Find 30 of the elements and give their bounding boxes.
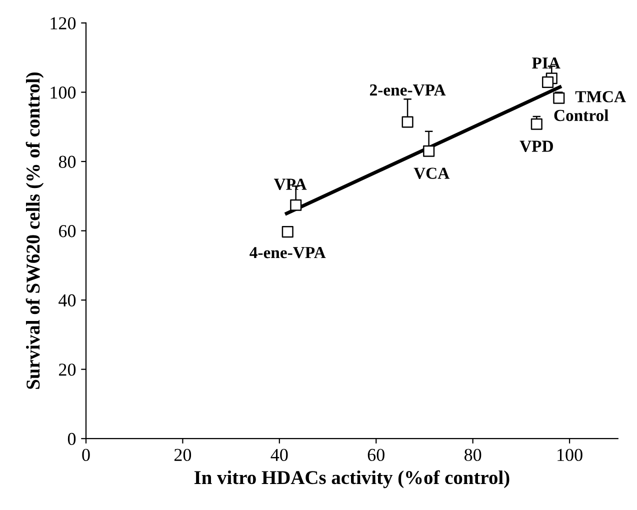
y-tick-label: 100 <box>50 86 76 99</box>
y-tick-label: 120 <box>50 17 76 30</box>
annotation: 2-ene-VPA <box>370 84 446 96</box>
x-tick-label: 60 <box>368 448 384 462</box>
x-tick-label: 20 <box>174 448 192 462</box>
point <box>423 145 435 157</box>
x-tick-label: 80 <box>464 448 482 462</box>
point <box>282 226 294 238</box>
x-tick-label: 100 <box>558 448 582 462</box>
annotation: VPD <box>520 140 553 152</box>
x-tick-label: 40 <box>270 448 288 462</box>
y-tick-label: 20 <box>59 364 76 376</box>
point <box>530 118 542 130</box>
annotation: VPA <box>274 178 307 190</box>
y-tick-label: 0 <box>68 432 76 446</box>
point <box>542 76 554 88</box>
y-tick-label: 40 <box>58 294 76 306</box>
point <box>553 92 565 104</box>
y-axis-title: Survival of SW620 cells (% of control) <box>26 72 44 389</box>
x-axis-title: In vitro HDACs activity (%of control) <box>194 470 510 488</box>
annotation: PIA <box>532 57 560 68</box>
annotation: Control <box>554 109 608 122</box>
point <box>402 116 414 128</box>
y-tick-label: 80 <box>58 156 76 168</box>
annotation: TMCA <box>575 91 626 102</box>
point <box>290 199 302 211</box>
y-tick-label: 60 <box>58 225 76 238</box>
x-tick-label: 0 <box>82 448 90 462</box>
annotation: VCA <box>414 168 450 179</box>
annotation: 4-ene-VPA <box>250 247 326 258</box>
